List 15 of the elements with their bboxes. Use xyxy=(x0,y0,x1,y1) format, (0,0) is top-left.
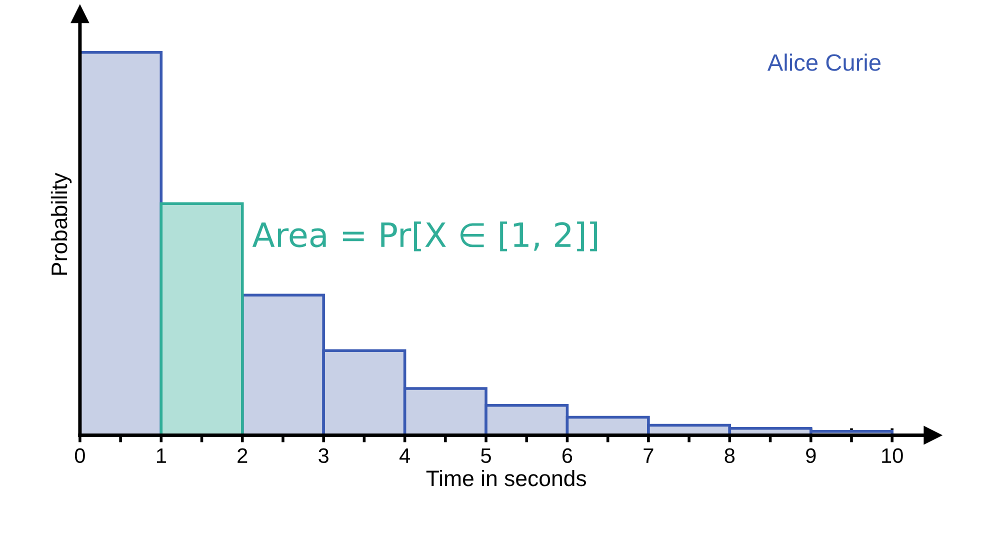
x-tick-label: 0 xyxy=(74,448,85,464)
x-tick-label: 5 xyxy=(481,448,491,464)
x-tick-label: 2 xyxy=(238,448,248,463)
x-tick-label: 6 xyxy=(562,448,572,464)
x-tick-label: 3 xyxy=(318,448,328,464)
x-tick-label: 9 xyxy=(806,448,816,464)
x-axis-title: Time in seconds xyxy=(426,470,586,486)
x-tick-label: 4 xyxy=(399,448,410,463)
x-tick-label: 8 xyxy=(724,448,735,464)
x-tick-label: 1 xyxy=(156,448,166,463)
annotation: Alice Curie xyxy=(767,54,881,71)
annotation: Area = Pr[X ∈ [1, 2]] xyxy=(252,222,597,252)
y-axis-title: Probability xyxy=(50,172,72,275)
x-tick-label: 10 xyxy=(882,448,903,464)
x-tick-label: 7 xyxy=(644,448,654,463)
